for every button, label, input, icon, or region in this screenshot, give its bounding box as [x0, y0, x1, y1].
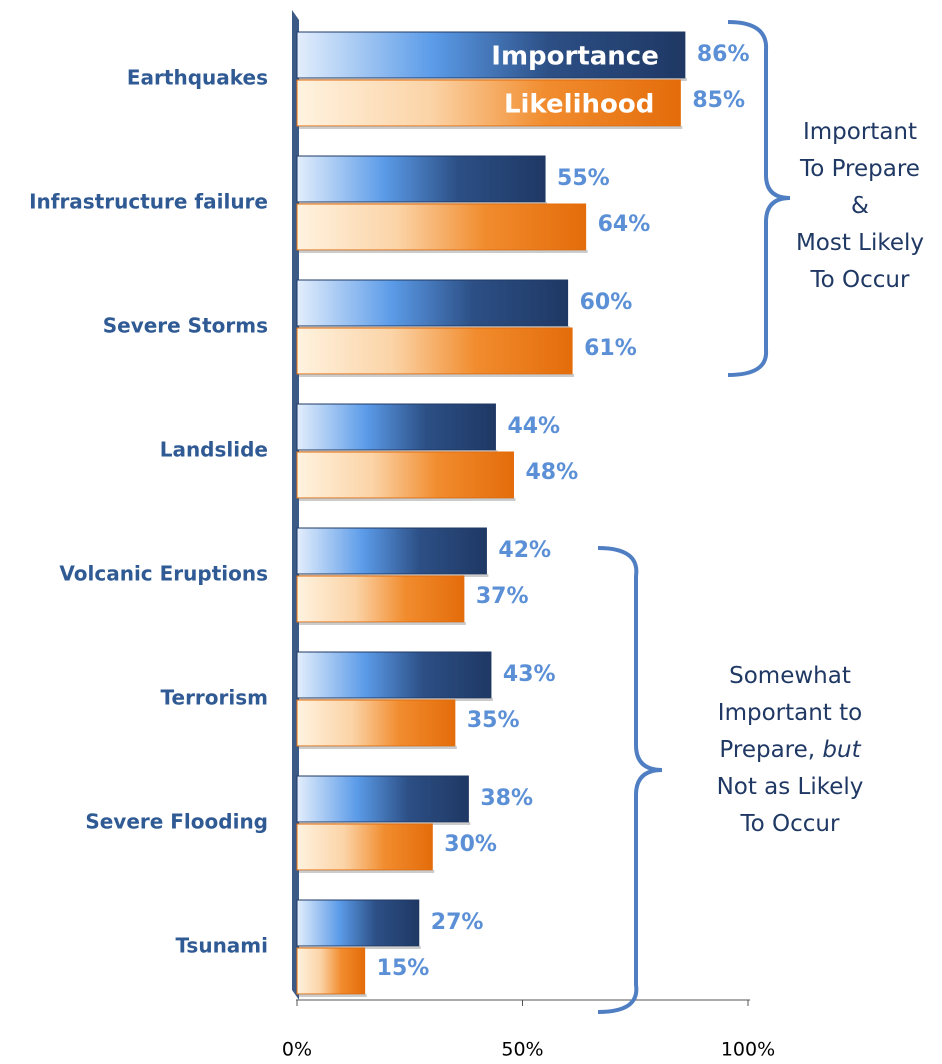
category-label: Infrastructure failure	[29, 190, 268, 214]
annotation: Most Likely	[796, 230, 924, 256]
bar	[296, 651, 492, 699]
annotation-text: To Occur	[810, 267, 910, 293]
annotation: To Occur	[740, 811, 840, 837]
bar	[296, 279, 569, 327]
category-label: Tsunami	[175, 934, 268, 958]
annotation: Not as Likely	[717, 774, 864, 800]
value-label: 55%	[557, 166, 610, 191]
bar-shadow	[299, 870, 435, 873]
bar	[296, 947, 366, 995]
annotation-text: Most Likely	[796, 230, 924, 256]
annotation-text: Prepare,	[719, 737, 822, 763]
bar-shadow	[299, 374, 575, 377]
bar	[296, 327, 573, 375]
value-label: 15%	[377, 956, 430, 981]
annotation: Important to	[718, 700, 862, 726]
bracket	[597, 546, 663, 1014]
annotation-text: &	[851, 193, 869, 219]
annotation: &	[851, 193, 869, 219]
value-label: 61%	[584, 336, 637, 361]
value-label: 42%	[498, 538, 551, 563]
annotation-text: Not as Likely	[717, 774, 864, 800]
value-label: 30%	[444, 832, 497, 857]
value-label: 86%	[697, 42, 750, 67]
axis-wall	[292, 10, 299, 1000]
bracket	[727, 20, 791, 377]
bar	[296, 451, 514, 499]
bar	[296, 575, 465, 623]
series-label: Importance	[491, 42, 659, 72]
annotation-text: Somewhat	[729, 663, 851, 689]
x-tick-label: 50%	[501, 1039, 543, 1061]
value-label: 37%	[476, 584, 529, 609]
value-label: 44%	[507, 414, 560, 439]
category-label: Severe Flooding	[85, 810, 268, 834]
annotation-text: but	[822, 737, 861, 763]
bar-shadow	[299, 746, 457, 749]
annotation: Important	[803, 119, 917, 145]
value-label: 43%	[503, 662, 556, 687]
annotation-text: To Occur	[740, 811, 840, 837]
value-label: 64%	[598, 212, 651, 237]
value-label: 27%	[431, 910, 484, 935]
annotation-text: Important	[803, 119, 917, 145]
annotation-text: To Prepare	[799, 156, 920, 182]
bar-shadow	[299, 498, 516, 501]
value-label: 38%	[480, 786, 533, 811]
category-label: Earthquakes	[127, 66, 268, 90]
x-tick-label: 0%	[282, 1039, 312, 1061]
bar	[296, 899, 420, 947]
annotation: To Occur	[810, 267, 910, 293]
bar	[296, 403, 496, 451]
bar	[296, 775, 469, 823]
annotation: To Prepare	[799, 156, 920, 182]
annotation: Somewhat	[729, 663, 851, 689]
series-label: Likelihood	[504, 90, 654, 120]
annotation-text: Important to	[718, 700, 862, 726]
x-tick-label: 100%	[721, 1039, 775, 1061]
value-label: 48%	[525, 460, 578, 485]
value-label: 85%	[692, 88, 745, 113]
category-label: Landslide	[160, 438, 268, 462]
bar	[296, 155, 546, 203]
category-label: Terrorism	[161, 686, 268, 710]
bar	[296, 527, 487, 575]
category-label: Severe Storms	[103, 314, 268, 338]
category-label: Volcanic Eruptions	[59, 562, 268, 586]
bar	[296, 203, 587, 251]
bar	[296, 79, 681, 127]
bar	[296, 31, 686, 79]
annotation: Prepare, but	[719, 737, 861, 763]
value-label: 60%	[580, 290, 633, 315]
bar-shadow	[299, 250, 588, 253]
bar-shadow	[299, 622, 466, 625]
bar	[296, 823, 433, 871]
bar	[296, 699, 456, 747]
bar-shadow	[299, 994, 367, 997]
bar-shadow	[299, 126, 683, 129]
value-label: 35%	[467, 708, 520, 733]
